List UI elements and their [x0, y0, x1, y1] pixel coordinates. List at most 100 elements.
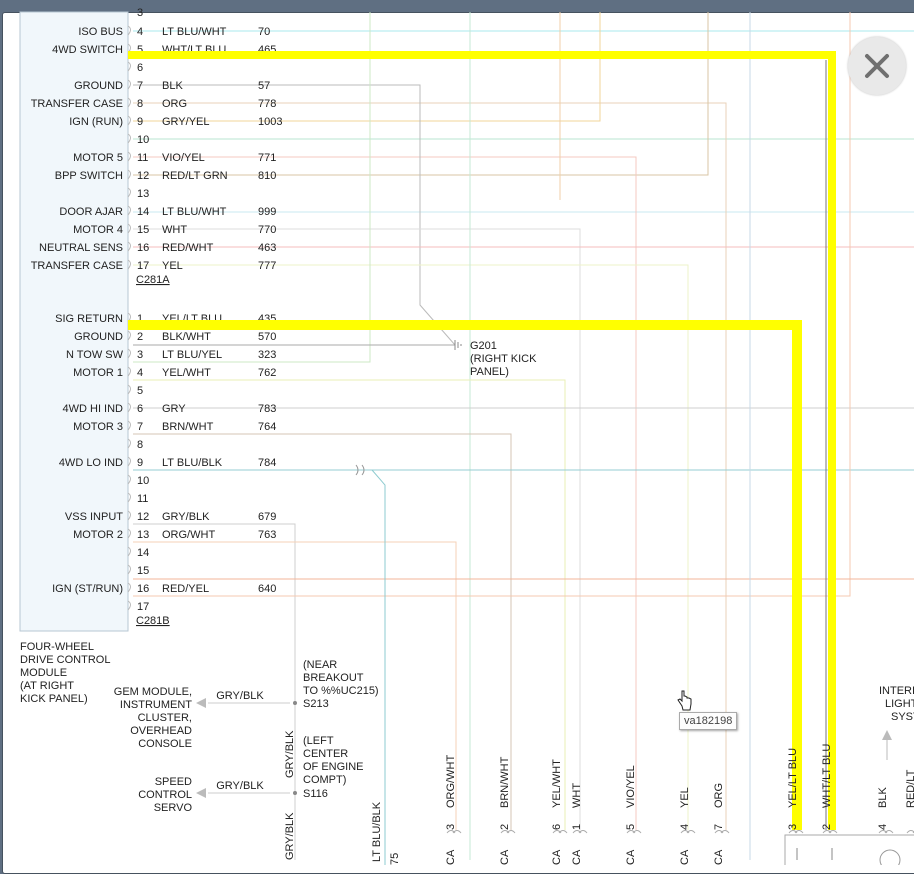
arrow-up-icon	[882, 730, 892, 740]
ground-icon	[454, 340, 462, 350]
right-system-label: LIGHT	[885, 698, 914, 710]
pin-number: 4	[137, 26, 143, 38]
circuit-number: 463	[258, 242, 276, 254]
circuit-number: 1003	[258, 116, 282, 128]
bottom-wire-color: BRN/WHT	[499, 756, 511, 808]
bottom-connector-label: CA	[571, 849, 583, 865]
pin-function-label: IGN (RUN)	[69, 116, 123, 128]
pin-tab	[127, 330, 131, 341]
pin-number: 16	[137, 583, 149, 595]
bottom-wire-color: YEL/LT BLU	[787, 748, 799, 808]
pin-number: 13	[137, 188, 149, 200]
circuit-number: 810	[258, 170, 276, 182]
pin-number: 4	[137, 367, 143, 379]
pin-number: 9	[137, 116, 143, 128]
background-wire	[133, 12, 371, 363]
pin-tab	[127, 420, 131, 431]
bottom-connector-pins	[796, 848, 833, 860]
wire-color-label: BLK	[162, 80, 183, 92]
bottom-pin-number: 4	[679, 824, 691, 830]
pin-number: 16	[137, 242, 149, 254]
bottom-connector-label: CA	[551, 849, 563, 865]
vertical-wire-label: LT BLU/BLK	[371, 801, 383, 862]
wire-color-label: RED/WHT	[162, 242, 214, 254]
wire-color-label: RED/YEL	[162, 583, 209, 595]
pin-number: 17	[137, 601, 149, 613]
pin-function-label: MOTOR 4	[73, 224, 123, 236]
hand-cursor-icon	[677, 690, 692, 711]
pin-tab	[127, 61, 131, 72]
pin-number: 5	[137, 385, 143, 397]
pin-number: 1	[137, 313, 143, 325]
pin-function-label: 4WD SWITCH	[52, 44, 123, 56]
bottom-wire-color: YEL/WHT	[551, 759, 563, 808]
ground-label: G201	[470, 340, 497, 352]
pin-tab	[127, 241, 131, 252]
splice-wire-label: GRY/BLK	[216, 780, 264, 792]
pin-tab	[127, 97, 131, 108]
pin-function-label: IGN (ST/RUN)	[52, 583, 123, 595]
close-button[interactable]	[848, 37, 906, 95]
bottom-pin-tab	[446, 830, 462, 834]
pin-tab	[127, 600, 131, 611]
pin-number: 17	[137, 260, 149, 272]
background-wire	[371, 469, 386, 865]
splice-note: CENTER	[303, 748, 348, 760]
pin-tab	[127, 115, 131, 126]
splice-destination: CLUSTER,	[138, 712, 192, 724]
splice-note: (LEFT	[303, 735, 334, 747]
pin-tab	[127, 169, 131, 180]
module-label: (AT RIGHT	[20, 680, 74, 692]
pin-function-label: MOTOR 1	[73, 367, 123, 379]
background-wire	[133, 12, 709, 176]
bottom-connector-label: CA	[499, 849, 511, 865]
background-wire	[133, 12, 851, 597]
circuit-number: 640	[258, 583, 276, 595]
wire-color-label: RED/LT GRN	[162, 170, 228, 182]
background-wire	[133, 541, 457, 830]
splice-destination: CONTROL	[138, 789, 192, 801]
pin-tab	[127, 402, 131, 413]
circuit-number: 784	[258, 457, 276, 469]
bottom-pin-number: 4	[877, 824, 889, 830]
wire-color-label: BLK/WHT	[162, 331, 211, 343]
pin-number: 8	[137, 439, 143, 451]
pin-number: 8	[137, 98, 143, 110]
circuit-number: 999	[258, 206, 276, 218]
wire-color-label: YEL	[162, 260, 183, 272]
wire-color-label: LT BLU/WHT	[162, 206, 227, 218]
pin-number: 3	[137, 349, 143, 361]
pin-number: 5	[137, 44, 143, 56]
pin-number: 12	[137, 511, 149, 523]
close-icon	[865, 54, 889, 78]
pin-number: 11	[137, 152, 148, 164]
wire-tooltip: va182198	[679, 712, 738, 730]
bottom-connector-box	[784, 834, 914, 865]
splice-dot	[293, 791, 297, 795]
bottom-pin-tab	[906, 830, 914, 834]
pin-number: 12	[137, 170, 149, 182]
bottom-pin-number: 3	[445, 824, 457, 830]
pin-tab	[127, 205, 131, 216]
pin-function-label: BPP SWITCH	[55, 170, 123, 182]
highlight-wire-465	[128, 51, 836, 830]
splice-note: TO %%UC215)	[303, 685, 379, 697]
splice-destination: GEM MODULE,	[114, 686, 192, 698]
pin-function-label: MOTOR 5	[73, 152, 123, 164]
pin-tab	[127, 528, 131, 539]
background-wire	[133, 228, 581, 830]
circuit-number: 771	[258, 152, 276, 164]
wire-color-label: VIO/YEL	[162, 152, 205, 164]
pin-function-label: 4WD HI IND	[63, 403, 124, 415]
circuit-number: 763	[258, 529, 276, 541]
pin-tab	[127, 438, 131, 449]
module-label: KICK PANEL)	[20, 693, 88, 705]
bottom-wire-color: BLK	[877, 787, 889, 808]
background-wire	[133, 523, 296, 860]
background-wire	[133, 102, 727, 830]
highlight-wire-435	[128, 320, 802, 830]
connector-a-name: C281A	[136, 274, 170, 286]
pin-function-label: SIG RETURN	[55, 313, 123, 325]
bottom-pin-number: 5	[625, 824, 637, 830]
